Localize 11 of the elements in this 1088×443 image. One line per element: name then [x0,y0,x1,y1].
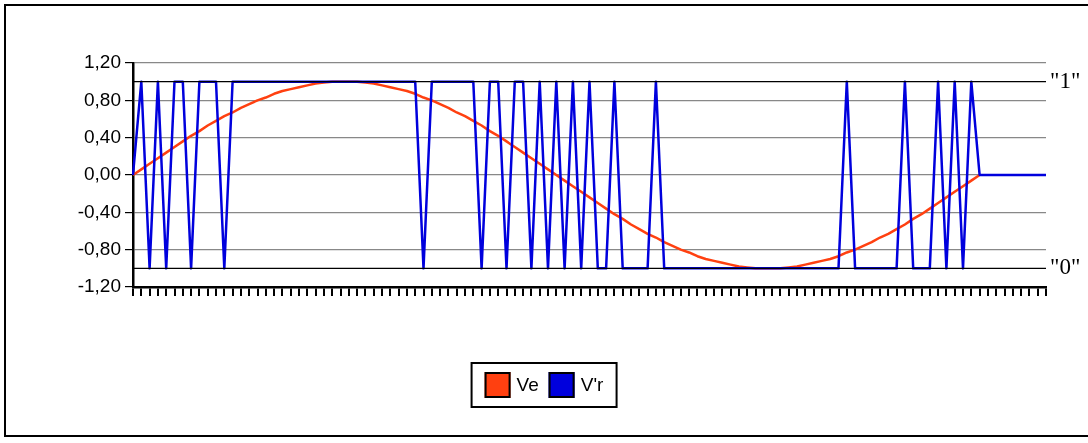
y-tick-label: 0,80 [84,88,121,110]
y-tick-label: -0,80 [77,237,121,259]
legend-label: V'r [580,374,604,396]
y-tick-label: 1,20 [84,51,121,73]
y-tick-label: -1,20 [77,275,121,297]
text: "0" [1050,254,1081,280]
y-tick-label: -0,40 [77,200,121,222]
text: "1" [1050,67,1081,93]
y-tick-label: 0,40 [84,125,121,147]
y-tick-label: 0,00 [84,163,121,185]
legend-label: Ve [516,374,539,396]
